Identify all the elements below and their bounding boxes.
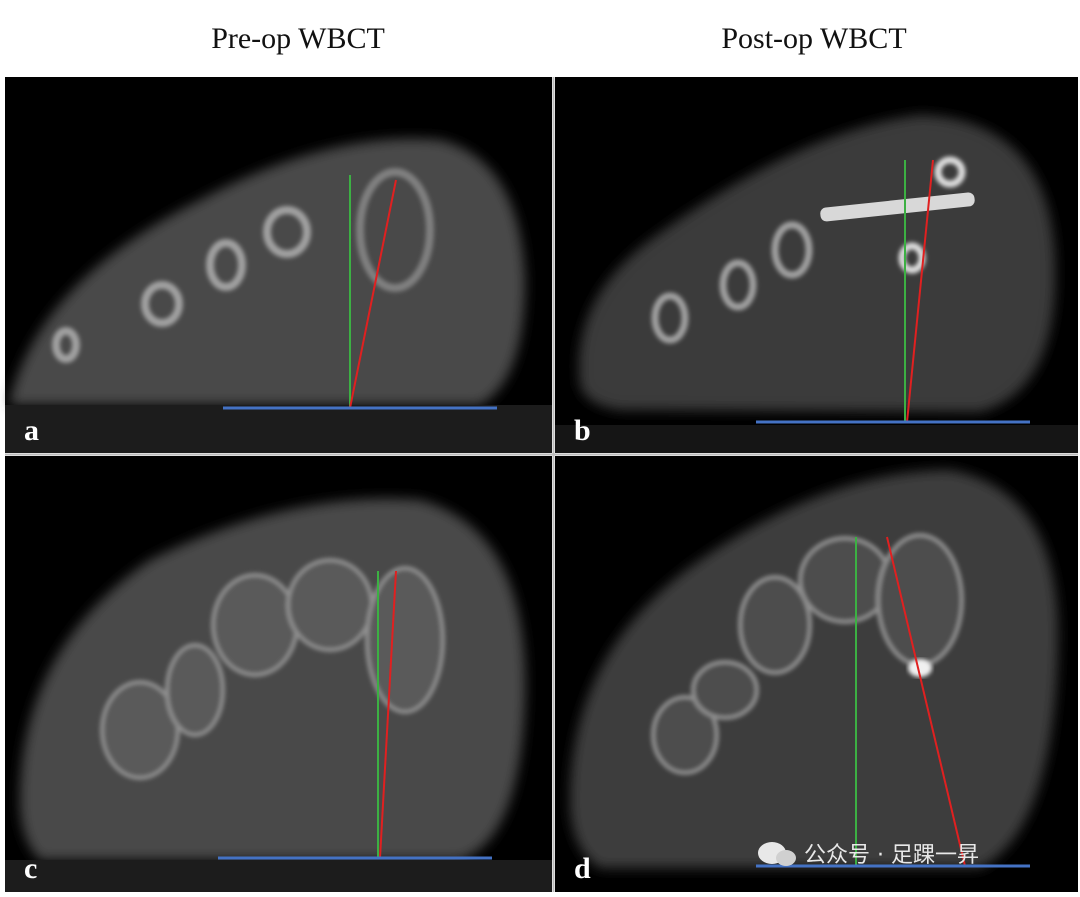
bones [651, 156, 966, 344]
panel-label: c [24, 852, 37, 885]
foot-section [578, 115, 1056, 412]
panel: a [5, 77, 552, 453]
panel-label: b [574, 414, 591, 447]
column-title: Post-op WBCT [721, 22, 906, 55]
panel: d 公众号 · 足踝一昇 [555, 456, 1078, 892]
watermark-icon [776, 850, 796, 866]
implant [908, 659, 932, 677]
watermark-text: 公众号 · 足踝一昇 [804, 843, 979, 868]
bones [52, 168, 434, 363]
panel: c [5, 456, 552, 892]
bones [100, 558, 445, 780]
table [5, 860, 552, 892]
panel-label: a [24, 414, 39, 447]
axis-line [906, 159, 934, 423]
axis-line [379, 570, 397, 859]
axis-line [349, 179, 397, 409]
panel: b [555, 77, 1078, 453]
screw [820, 192, 975, 222]
panel-label: d [574, 852, 591, 885]
table [5, 405, 552, 453]
axis-line [886, 536, 966, 867]
bones [651, 533, 964, 775]
column-title: Pre-op WBCT [211, 22, 385, 55]
watermark: 公众号 · 足踝一昇 [758, 842, 979, 868]
foot-section [10, 138, 525, 405]
table [555, 425, 1078, 453]
